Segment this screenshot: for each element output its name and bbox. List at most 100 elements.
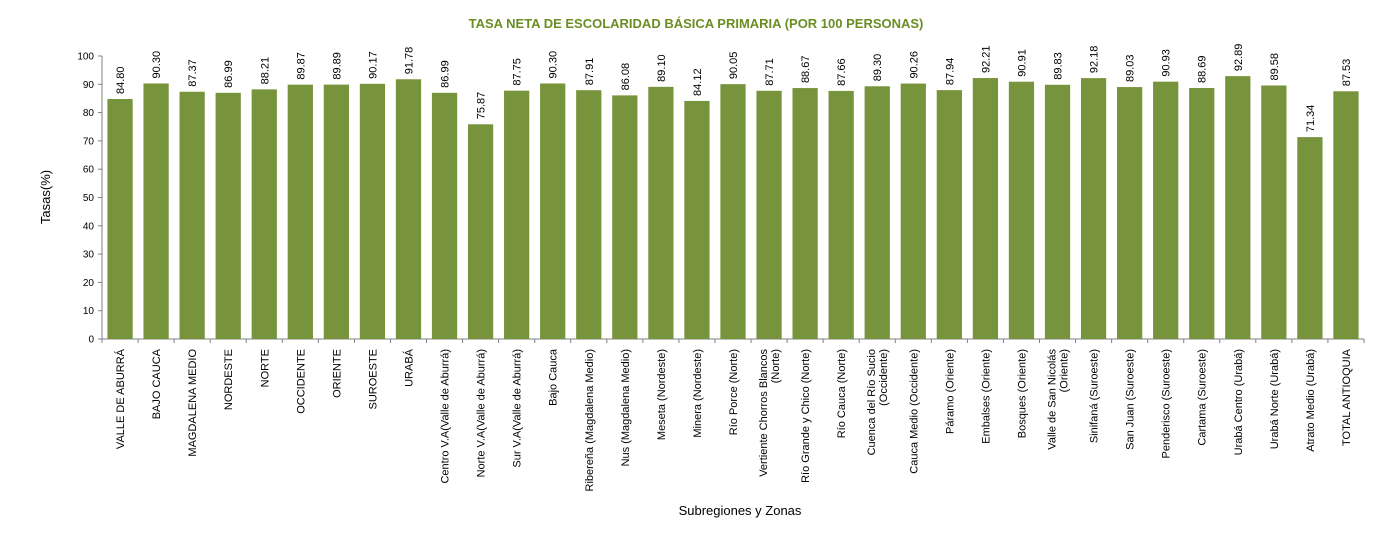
y-tick-label: 60 (83, 165, 95, 176)
bar (972, 78, 999, 340)
bar (143, 83, 169, 339)
bar (1333, 91, 1359, 339)
x-tick-label: Centro V.A(Valle de Aburrá) (440, 349, 452, 484)
x-tick-label: Penderisco (Suroeste) (1161, 349, 1173, 458)
bar (1225, 76, 1251, 340)
bar (1297, 137, 1323, 339)
x-tick-label: Río Cauca (Norte) (836, 349, 848, 438)
x-tick-label: Río Grande y Chico (Norte) (800, 349, 812, 483)
bar (179, 91, 205, 340)
data-label: 86.99 (440, 60, 452, 88)
data-label: 90.30 (548, 51, 560, 79)
x-tick-label: Cartama (Suroeste) (1197, 349, 1209, 446)
bar (1153, 81, 1179, 340)
x-tick-label: MAGDALENA MEDIO (187, 349, 199, 457)
data-label: 86.99 (223, 60, 235, 88)
x-tick-label: URABÁ (402, 348, 415, 387)
data-label: 89.10 (656, 54, 668, 82)
x-tick-label: Atrato Medio (Urabá) (1305, 349, 1317, 452)
x-tick-label: Bosques (Oriente) (1016, 349, 1028, 438)
bar (684, 100, 710, 339)
bar (504, 90, 530, 339)
y-tick-label: 100 (77, 52, 94, 63)
data-label: 71.34 (1305, 105, 1317, 133)
x-tick-label: Páramo (Oriente) (944, 349, 956, 434)
bar (1008, 81, 1035, 339)
x-tick-label: TOTAL ANTIOQUIA (1341, 348, 1353, 446)
data-label: 88.67 (800, 56, 812, 84)
bar (1189, 88, 1215, 339)
x-tick-label: San Juan (Suroeste) (1125, 349, 1137, 450)
data-label: 87.71 (764, 58, 776, 86)
data-label: 90.30 (151, 51, 163, 79)
bar (720, 84, 746, 339)
x-tick-label: Norte V.A(Valle de Aburrá) (476, 349, 488, 477)
bar (287, 84, 313, 339)
x-tick-label: Valle de San Nicolás(Oriente) (1047, 349, 1071, 450)
y-tick-label: 40 (83, 221, 95, 232)
x-tick-label: NORTE (259, 349, 271, 387)
bar (251, 89, 277, 340)
data-label: 87.66 (836, 58, 848, 86)
data-label: 87.37 (187, 59, 199, 87)
bar (612, 95, 638, 339)
bar (431, 92, 458, 339)
bar (900, 83, 926, 339)
data-label: 89.03 (1125, 55, 1137, 83)
data-label: 90.93 (1161, 49, 1173, 77)
bar (1261, 85, 1287, 340)
y-axis-title: Tasas(%) (38, 170, 53, 224)
x-tick-label: Sinifaná (Suroeste) (1089, 349, 1101, 443)
x-tick-label: VALLE DE ABURRÁ (114, 348, 127, 449)
y-axis: 0 10 20 30 40 50 60 70 80 90 100 (77, 52, 103, 346)
data-label: 87.75 (512, 58, 524, 86)
data-label: 88.69 (1197, 55, 1209, 83)
bar (1044, 84, 1071, 339)
data-label: 88.21 (259, 57, 271, 85)
data-label: 84.12 (692, 68, 704, 96)
bar (1117, 87, 1143, 339)
bar (936, 90, 962, 339)
bar (756, 90, 782, 339)
bar (864, 86, 890, 339)
bar (107, 99, 133, 340)
x-tick-label: BAJO CAUCA (151, 348, 163, 419)
x-tick-label: ORIENTE (331, 349, 343, 398)
x-tick-label: Cuenca del Río Sucio(Occidente) (866, 349, 890, 455)
x-tick-label: Bajo Cauca (548, 348, 560, 406)
bar (467, 124, 494, 339)
data-label: 86.08 (620, 63, 632, 91)
bar (359, 83, 386, 339)
y-tick-label: 0 (88, 335, 94, 346)
data-label: 92.89 (1233, 44, 1245, 72)
data-label: 92.21 (980, 46, 992, 74)
data-label: 89.30 (872, 54, 884, 82)
data-label: 84.80 (115, 66, 127, 94)
bar (648, 86, 674, 339)
y-tick-label: 80 (83, 108, 95, 119)
data-label: 89.58 (1269, 53, 1281, 81)
category-labels: VALLE DE ABURRÁ BAJO CAUCA MAGDALENA MEDIO… (114, 348, 1353, 491)
bar (1080, 78, 1107, 339)
data-label: 87.91 (584, 58, 596, 86)
data-label: 92.18 (1089, 46, 1101, 74)
x-tick-label: Urabá Centro (Urabá) (1233, 349, 1245, 455)
bar (540, 83, 566, 339)
x-tick-label: Cauca Medio (Occidente) (908, 349, 920, 474)
bar (215, 92, 241, 339)
data-label: 89.83 (1053, 52, 1065, 80)
bars (107, 76, 1359, 340)
x-tick-label: Urabá Norte (Urabá) (1269, 349, 1281, 449)
x-axis (101, 338, 1365, 343)
x-axis-title: Subregiones y Zonas (679, 503, 802, 518)
data-label: 89.87 (295, 52, 307, 80)
x-tick-label: Sur V.A(Valle de Aburrá) (512, 349, 524, 468)
y-tick-label: 90 (83, 80, 95, 91)
data-label: 75.87 (476, 92, 488, 120)
data-label: 87.53 (1341, 59, 1353, 87)
y-tick-label: 20 (83, 278, 95, 289)
data-label: 90.91 (1016, 49, 1028, 77)
x-tick-label: SUROESTE (367, 349, 379, 410)
bar (828, 90, 854, 339)
